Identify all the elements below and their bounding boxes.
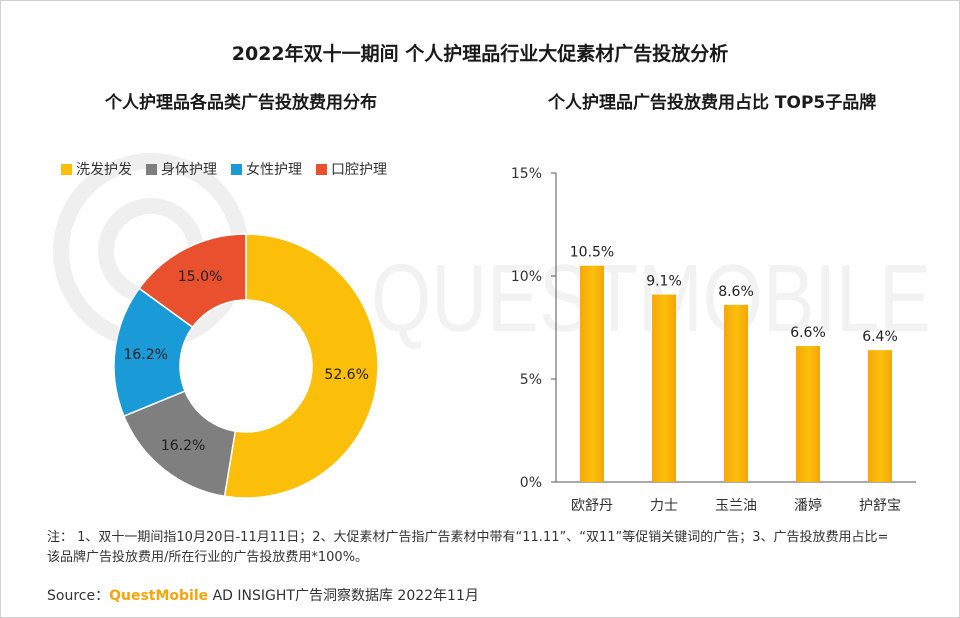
- y-tick-label: 10%: [511, 269, 542, 285]
- y-tick-label: 5%: [520, 372, 542, 388]
- bar: [580, 265, 604, 482]
- source-line: Source：QuestMobile AD INSIGHT广告洞察数据库 202…: [47, 585, 479, 605]
- donut-chart-title: 个人护理品各品类广告投放费用分布: [105, 93, 377, 113]
- bar-chart-title: 个人护理品广告投放费用占比 TOP5子品牌: [548, 93, 877, 113]
- x-tick-label: 玉兰油: [715, 498, 757, 514]
- legend-item: 口腔护理: [316, 159, 387, 179]
- donut-legend: 洗发护发 身体护理 女性护理 口腔护理: [61, 159, 387, 179]
- bar: [724, 304, 748, 482]
- legend-swatch: [61, 163, 72, 175]
- legend-item: 洗发护发: [61, 159, 132, 179]
- donut-slice-label: 16.2%: [123, 347, 167, 363]
- donut-slice: [223, 233, 379, 499]
- footnote: 注： 1、双十一期间指10月20日-11月11日；2、大促素材广告指广告素材中带…: [47, 530, 889, 565]
- bar-data-label: 9.1%: [646, 274, 682, 290]
- bar-data-label: 6.6%: [790, 325, 826, 341]
- donut-slice-label: 16.2%: [161, 438, 205, 454]
- bar-data-label: 8.6%: [718, 284, 754, 300]
- donut-slice-label: 15.0%: [178, 269, 222, 285]
- legend-label: 洗发护发: [76, 162, 132, 178]
- legend-item: 身体护理: [146, 159, 217, 179]
- x-tick-label: 力士: [650, 498, 678, 514]
- source-rest: AD INSIGHT广告洞察数据库 2022年11月: [208, 588, 479, 604]
- legend-label: 女性护理: [246, 162, 302, 178]
- legend-swatch: [231, 163, 242, 175]
- source-prefix: Source：: [47, 588, 110, 604]
- page-title: 2022年双十一期间 个人护理品行业大促素材广告投放分析: [231, 43, 729, 65]
- x-tick-label: 潘婷: [794, 498, 822, 514]
- bar: [652, 294, 676, 482]
- legend-label: 口腔护理: [331, 162, 387, 178]
- bar-data-label: 10.5%: [570, 245, 614, 261]
- bar-data-label: 6.4%: [862, 329, 898, 345]
- donut-slice-label: 52.6%: [324, 367, 368, 383]
- y-tick-label: 0%: [520, 475, 542, 491]
- x-tick-label: 护舒宝: [859, 498, 901, 514]
- donut-slice: [138, 233, 247, 329]
- bar: [868, 350, 892, 482]
- watermark-text: QUESTMOBILE: [371, 245, 931, 352]
- bar: [796, 346, 820, 482]
- donut-slice: [122, 390, 237, 498]
- legend-label: 身体护理: [161, 162, 217, 178]
- y-tick-label: 15%: [511, 166, 542, 182]
- donut-slice: [113, 287, 194, 418]
- x-tick-label: 欧舒丹: [571, 498, 613, 514]
- legend-item: 女性护理: [231, 159, 302, 179]
- legend-swatch: [146, 163, 157, 175]
- legend-swatch: [316, 163, 327, 175]
- source-brand: QuestMobile: [109, 588, 209, 604]
